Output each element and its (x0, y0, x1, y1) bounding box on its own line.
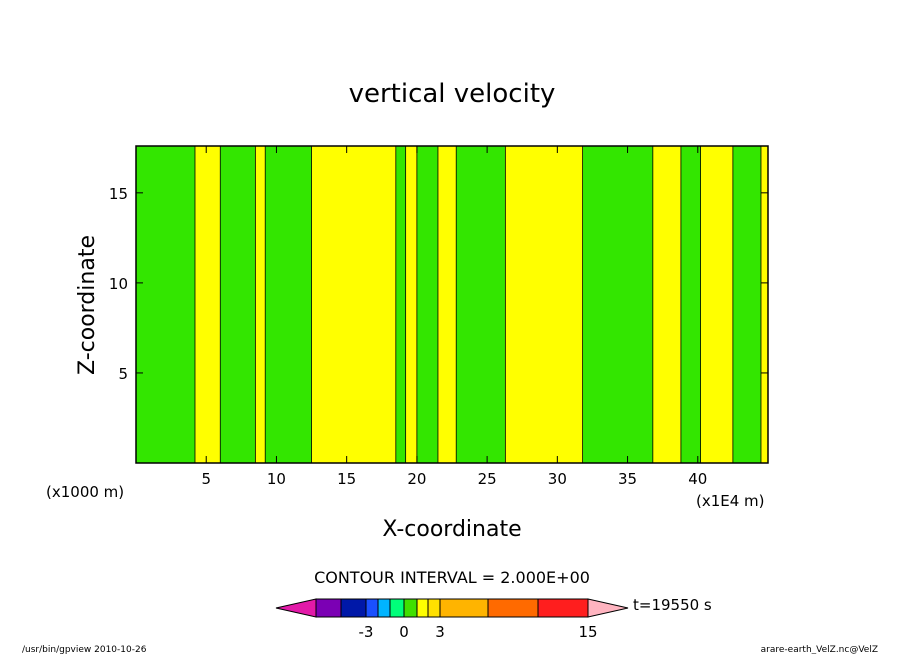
negative-region-6 (455, 145, 506, 464)
colorbar-segment (389, 598, 405, 618)
colorbar-tick-label: 15 (578, 623, 597, 641)
x-tick-label: 30 (548, 470, 567, 488)
x-tick-label: 5 (201, 470, 211, 488)
plot-area: 5 10 15 20 25 30 35 40 5 10 15 (109, 145, 769, 488)
negative-region-1 (135, 145, 196, 464)
negative-region-2 (219, 145, 256, 464)
y-tick-label: 15 (109, 185, 128, 203)
negative-region-3 (264, 145, 312, 464)
time-label: t=19550 s (633, 596, 712, 614)
x-tick-label: 35 (618, 470, 637, 488)
colorbar-segment (537, 598, 589, 618)
negative-region-4 (395, 145, 407, 464)
y-tick-label: 5 (118, 365, 128, 383)
x-unit-right: (x1E4 m) (696, 492, 765, 510)
footer-left: /usr/bin/gpview 2010-10-26 (22, 645, 147, 654)
x-unit-left: (x1000 m) (46, 483, 124, 501)
y-axis-label: Z-coordinate (75, 235, 100, 375)
negative-region-9 (732, 145, 762, 464)
negative-region-5 (416, 145, 439, 464)
x-tick-label: 40 (688, 470, 707, 488)
colorbar-segment (365, 598, 379, 618)
colorbar-segment (340, 598, 367, 618)
colorbar-tick-label: 0 (399, 623, 409, 641)
colorbar-segment (315, 598, 342, 618)
y-tick-label: 10 (109, 275, 128, 293)
footer-right: arare-earth_VelZ.nc@VelZ (761, 645, 878, 654)
x-tick-label: 10 (267, 470, 286, 488)
contour-interval: CONTOUR INTERVAL = 2.000E+00 (314, 568, 590, 587)
colorbar-segment (439, 598, 489, 618)
plot-frame (135, 145, 769, 464)
colorbar-segment (403, 598, 418, 618)
colorbar-segment (487, 598, 539, 618)
colorbar-tick-label: 3 (435, 623, 445, 641)
colorbar-tick-label: -3 (359, 623, 374, 641)
negative-regions (135, 145, 762, 464)
colorbar-segment (416, 598, 429, 618)
chart-title: vertical velocity (349, 79, 556, 109)
x-tick-label: 20 (407, 470, 426, 488)
axis-ticks: 5 10 15 20 25 30 35 40 5 10 15 (109, 146, 768, 488)
colorbar: -3 0 3 15 (275, 598, 629, 641)
colorbar-segment (427, 598, 441, 618)
x-tick-label: 15 (337, 470, 356, 488)
colorbar-segment (377, 598, 391, 618)
x-axis-label: X-coordinate (382, 517, 521, 542)
colorbar-arrow-low (275, 598, 317, 618)
negative-region-8 (680, 145, 701, 464)
x-tick-label: 25 (478, 470, 497, 488)
colorbar-arrow-high (587, 598, 629, 618)
negative-region-7 (582, 145, 654, 464)
